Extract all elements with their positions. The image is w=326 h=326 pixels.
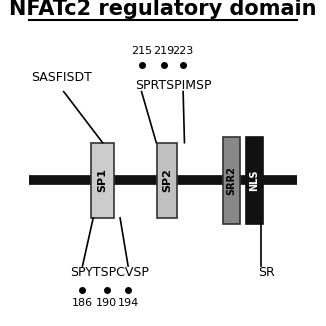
- Text: 219: 219: [153, 46, 174, 56]
- Text: SRR2: SRR2: [227, 166, 236, 195]
- Text: 223: 223: [172, 46, 194, 56]
- Text: 190: 190: [96, 299, 117, 308]
- Text: SPRTSPIMSP: SPRTSPIMSP: [135, 79, 211, 92]
- Text: SR: SR: [258, 266, 275, 279]
- Text: NFATc2 regulatory domain: NFATc2 regulatory domain: [9, 0, 317, 20]
- Text: SP1: SP1: [97, 168, 108, 192]
- Text: SPYTSPCVSP: SPYTSPCVSP: [70, 266, 149, 279]
- Text: SASFISDT: SASFISDT: [32, 71, 92, 84]
- Bar: [223, 137, 240, 224]
- Text: SP2: SP2: [162, 168, 172, 192]
- Bar: [245, 137, 263, 224]
- Text: 215: 215: [131, 46, 152, 56]
- Text: 194: 194: [117, 299, 139, 308]
- Bar: [91, 143, 114, 218]
- Text: NLS: NLS: [249, 170, 259, 191]
- Bar: [157, 143, 177, 218]
- Text: 186: 186: [72, 299, 93, 308]
